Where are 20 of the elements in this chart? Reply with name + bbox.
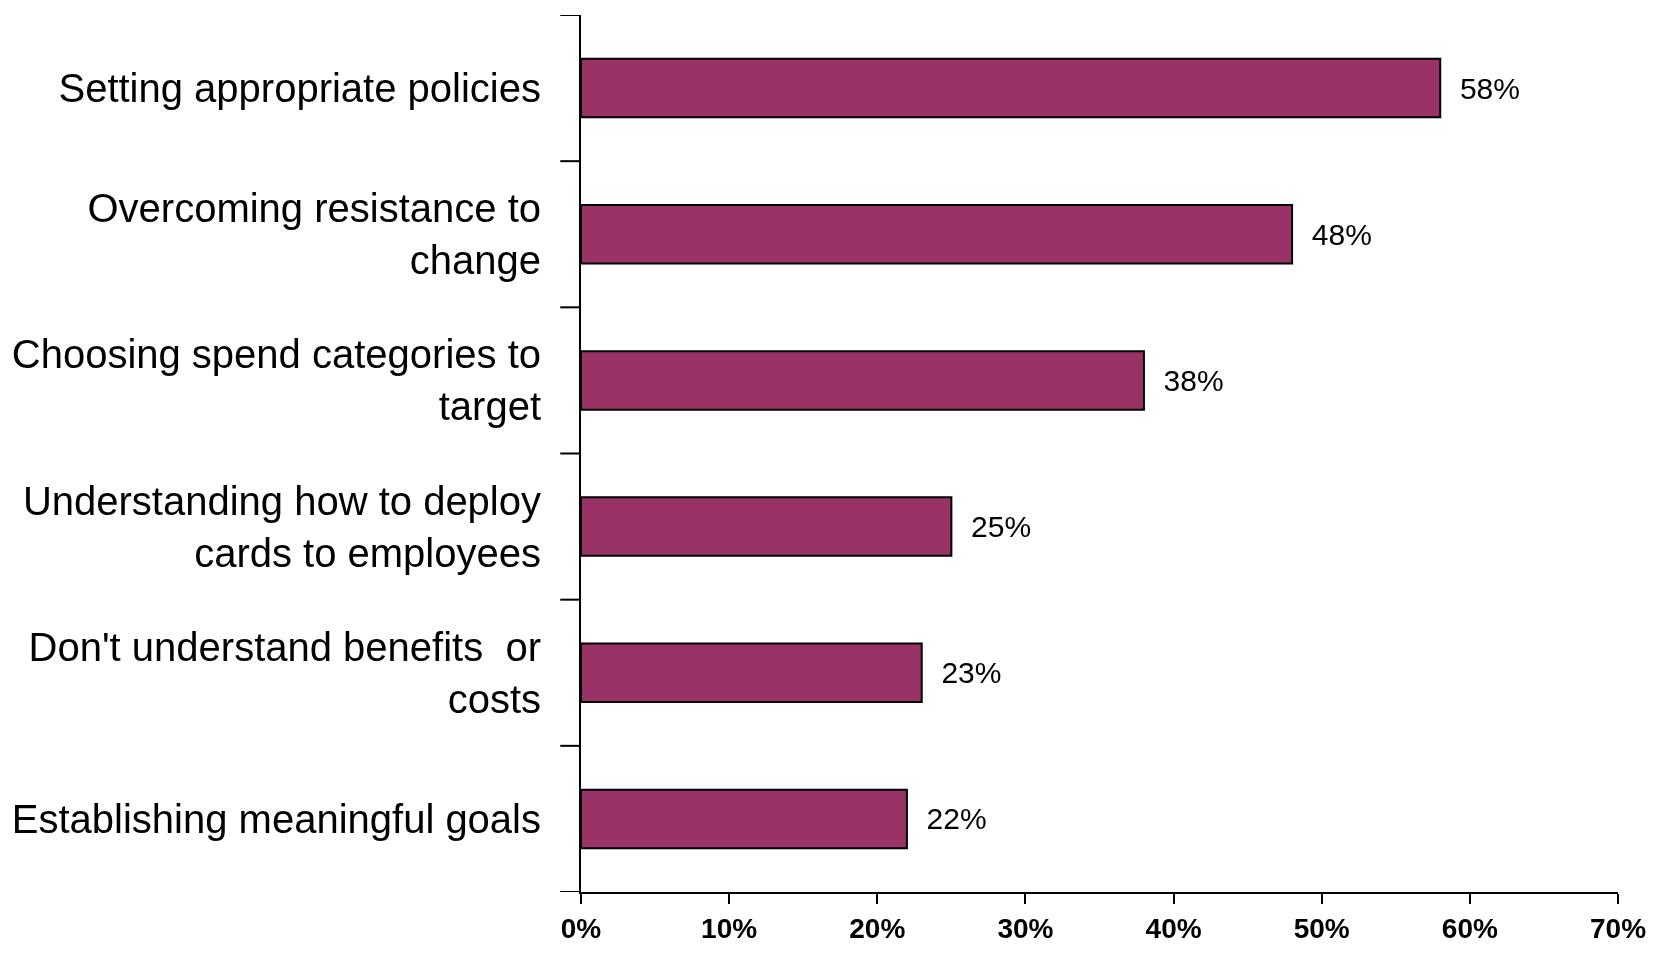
- y-tick-label: Overcoming resistance to change: [87, 186, 541, 283]
- x-tick-label: 0%: [560, 912, 602, 944]
- data-label: 23%: [924, 656, 1002, 690]
- y-tick-label: Setting appropriate policies: [58, 66, 541, 111]
- x-tick-label: 50%: [1293, 912, 1350, 944]
- data-label: 48%: [1295, 217, 1372, 251]
- x-tick-label: 30%: [997, 912, 1054, 944]
- data-label: 22%: [909, 802, 987, 836]
- data-label: 38%: [1146, 363, 1224, 397]
- y-tick-label: Don't understand benefits or costs: [28, 624, 541, 721]
- x-tick-label: 10%: [701, 912, 758, 944]
- y-tick-label: Understanding how to deploy cards to employees: [22, 478, 541, 575]
- x-tick-label: 70%: [1589, 912, 1647, 944]
- x-tick-label: 20%: [849, 912, 906, 944]
- y-tick-label: Establishing meaningful goals: [11, 796, 541, 841]
- y-tick-label: Choosing spend categories to target: [11, 332, 541, 429]
- data-label: 25%: [954, 510, 1032, 544]
- x-tick-label: 60%: [1441, 912, 1498, 944]
- x-tick-label: 40%: [1145, 912, 1202, 944]
- data-label: 58%: [1443, 71, 1520, 105]
